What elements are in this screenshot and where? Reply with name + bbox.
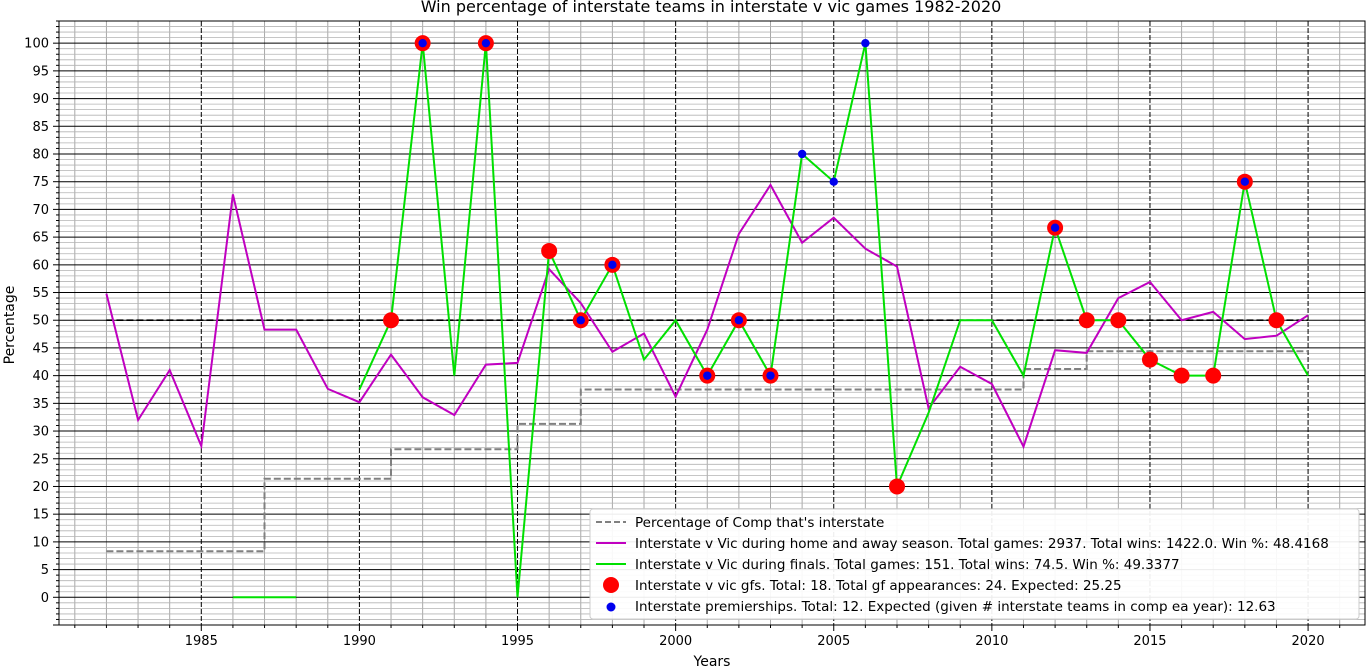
y-tick-label: 10: [32, 535, 49, 550]
premiership-point: [734, 316, 744, 325]
premiership-point: [797, 149, 807, 159]
y-tick-label: 95: [32, 64, 49, 79]
series-interstate-share-line: [106, 350, 1309, 553]
x-tick-label: 1985: [185, 634, 218, 649]
x-axis-title: Years: [693, 654, 731, 670]
y-axis-title: Percentage: [2, 286, 18, 365]
y-tick-label: 70: [32, 203, 49, 218]
y-tick-label: 35: [32, 397, 49, 412]
legend-label-finals: Interstate v Vic during finals. Total ga…: [635, 557, 1180, 573]
legend-label-home-away: Interstate v Vic during home and away se…: [635, 536, 1329, 552]
plot-frame: [58, 20, 1366, 626]
y-tick-label: 40: [32, 369, 49, 384]
y-tick-label: 90: [32, 92, 49, 107]
x-tick-label: 2005: [817, 634, 850, 649]
x-tick-label: 2015: [1133, 634, 1166, 649]
premiership-point: [829, 177, 838, 186]
legend-swatch-grand-finals: [603, 577, 619, 593]
premiership-point: [576, 316, 585, 325]
premiership-point: [1050, 223, 1060, 232]
y-tick-label: 75: [32, 175, 49, 190]
series-layer: [105, 35, 1309, 599]
premiership-point: [608, 260, 617, 270]
legend-label-interstate-share: Percentage of Comp that's interstate: [635, 515, 884, 531]
legend-swatch-premierships: [606, 602, 616, 612]
premiership-point: [481, 38, 491, 48]
grand-final-point: [541, 242, 558, 259]
y-tick-label: 20: [32, 480, 49, 495]
premiership-point: [766, 371, 775, 380]
legend-label-premierships: Interstate premierships. Total: 12. Expe…: [635, 599, 1276, 615]
premiership-point: [418, 38, 427, 48]
grand-final-point: [1141, 351, 1158, 368]
legend: Percentage of Comp that's interstate Int…: [589, 508, 1360, 620]
y-tick-label: 45: [32, 341, 49, 356]
x-tick-label: 2010: [975, 634, 1008, 649]
legend-label-grand-finals: Interstate v vic gfs. Total: 18. Total g…: [635, 578, 1122, 594]
series-home-away-line: [105, 183, 1309, 450]
x-tick-label: 2000: [659, 634, 692, 649]
y-tick-label: 15: [32, 508, 49, 523]
x-tick-label: 2020: [1292, 634, 1325, 649]
chart-title: Win percentage of interstate teams in in…: [421, 0, 1002, 16]
y-tick-label: 25: [32, 452, 49, 467]
y-tick-label: 0: [41, 591, 49, 606]
grand-final-point: [888, 478, 905, 495]
y-tick-label: 55: [32, 286, 49, 301]
y-tick-label: 85: [32, 120, 49, 135]
premiership-point: [861, 38, 870, 48]
grand-final-point: [1173, 367, 1190, 384]
grand-final-point: [1268, 312, 1285, 329]
x-tick-layer: 1985 1990 1995 2000 2005 2010 2015 2020: [74, 625, 1341, 649]
y-tick-layer: 0 5 10 15 20 25 30 35 40 45 50 55 60 65 70 75 80 85 90 95 10…: [24, 20, 59, 626]
grand-final-point: [1110, 312, 1127, 329]
y-tick-label: 60: [32, 258, 49, 273]
grand-final-point: [1205, 367, 1222, 384]
y-tick-label: 100: [24, 37, 49, 52]
grand-final-point: [1078, 312, 1095, 329]
y-tick-label: 65: [32, 231, 49, 246]
y-tick-label: 5: [41, 563, 49, 578]
y-tick-label: 50: [32, 314, 49, 329]
grand-final-point: [383, 312, 400, 329]
y-tick-label: 30: [32, 425, 49, 440]
y-tick-label: 80: [32, 147, 49, 162]
x-tick-label: 1995: [501, 634, 534, 649]
premiership-point: [1240, 177, 1250, 186]
legend-box: [589, 508, 1360, 620]
premiership-point: [703, 371, 712, 380]
x-tick-label: 1990: [343, 634, 376, 649]
